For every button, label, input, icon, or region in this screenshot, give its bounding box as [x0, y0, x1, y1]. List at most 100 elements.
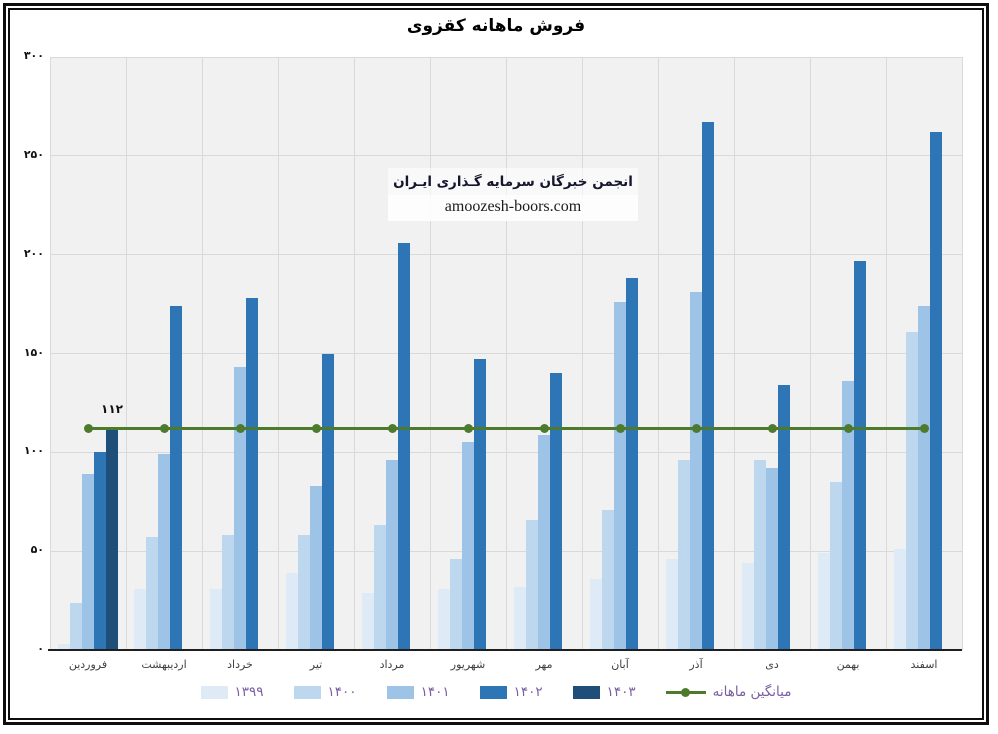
mean-line-marker	[691, 424, 701, 434]
bar-1401-month-3	[234, 367, 246, 650]
gridline-v	[733, 57, 735, 650]
bar-1400-month-7	[526, 519, 538, 650]
y-axis-tick-label: ۵۰	[30, 543, 44, 557]
bar-1400-month-10	[754, 460, 766, 650]
bar-1402-month-11	[854, 260, 866, 650]
x-axis-label-month-11: بهمن	[836, 658, 860, 671]
y-axis-tick-label: ۱۰۰	[23, 444, 44, 458]
gridline-v	[657, 57, 659, 650]
legend-swatch-1403	[572, 685, 600, 699]
mean-line-marker	[159, 424, 169, 434]
mean-line-marker	[311, 424, 321, 434]
legend-item-1401: ۱۴۰۱	[386, 684, 450, 700]
bar-1399-month-5	[362, 592, 374, 650]
chart-frame: فروش ماهانه کقزوی ۰ ۵۰ ۱۰۰ ۱۵۰ ۲۰۰ ۲۵۰ ۳۰۰ فرور…	[3, 3, 989, 725]
bar-1399-month-7	[514, 586, 526, 650]
bar-1399-month-12	[894, 549, 906, 650]
bar-1401-month-11	[842, 381, 854, 650]
x-axis-label-month-5: مرداد	[379, 658, 405, 671]
watermark-website: amoozesh-boors.com	[388, 195, 638, 221]
bar-1400-month-12	[906, 331, 918, 650]
x-axis-label-month-10: دی	[765, 658, 779, 671]
mean-line-marker	[387, 424, 397, 434]
bar-1402-month-5	[398, 242, 410, 650]
legend-mean-line-dot	[680, 687, 690, 697]
gridline-v	[353, 57, 355, 650]
legend-swatch-1399	[200, 685, 228, 699]
legend-item-1399: ۱۳۹۹	[200, 684, 264, 700]
x-axis-label-month-3: خرداد	[227, 658, 253, 671]
mean-line-marker	[83, 424, 93, 434]
x-axis-label-month-2: اردیبهشت	[141, 658, 187, 671]
gridline-v	[505, 57, 507, 650]
legend-item-1402: ۱۴۰۲	[479, 684, 543, 700]
bar-1402-month-9	[702, 122, 714, 650]
gridline-v	[201, 57, 203, 650]
legend-label-1401: ۱۴۰۱	[420, 684, 450, 700]
bar-1400-month-4	[298, 535, 310, 650]
bar-1402-month-2	[170, 306, 182, 650]
bar-1400-month-6	[450, 559, 462, 650]
bar-1402-month-3	[246, 298, 258, 650]
gridline-v	[581, 57, 583, 650]
bar-1402-month-7	[550, 373, 562, 650]
bar-1400-month-3	[222, 535, 234, 650]
bar-1401-month-8	[614, 302, 626, 650]
x-axis-label-month-8: آبان	[611, 658, 629, 671]
watermark: انجمن خبرگان سرمایه گـذاری ایـران amooze…	[388, 168, 638, 221]
x-axis-label-month-7: مهر	[535, 658, 553, 671]
gridline-v	[429, 57, 431, 650]
legend-swatch-1401	[386, 685, 414, 699]
gridline-v	[49, 57, 51, 650]
bar-1402-month-10	[778, 385, 790, 650]
bar-1401-month-2	[158, 454, 170, 650]
watermark-association-name: انجمن خبرگان سرمایه گـذاری ایـران	[388, 168, 638, 195]
bar-1401-month-7	[538, 434, 550, 650]
bar-1399-month-3	[210, 588, 222, 650]
bar-1402-month-8	[626, 278, 638, 650]
bar-1403-month-1	[106, 428, 118, 650]
bar-1401-month-9	[690, 292, 702, 650]
mean-value-label: ۱۱۲	[101, 401, 123, 416]
bar-1399-month-1	[58, 644, 70, 650]
bar-1402-month-12	[930, 132, 942, 650]
legend-swatch-1402	[479, 685, 507, 699]
legend-label-1400: ۱۴۰۰	[327, 684, 357, 700]
mean-line-marker	[919, 424, 929, 434]
legend-label-1402: ۱۴۰۲	[513, 684, 543, 700]
x-axis-label-month-12: اسفند	[910, 658, 938, 671]
legend-label-mean: میانگین ماهانه	[712, 684, 792, 700]
bar-1400-month-9	[678, 460, 690, 650]
chart-canvas: فروش ماهانه کقزوی ۰ ۵۰ ۱۰۰ ۱۵۰ ۲۰۰ ۲۵۰ ۳۰۰ فرور…	[8, 8, 984, 720]
gridline-v	[885, 57, 887, 650]
mean-line-marker	[767, 424, 777, 434]
gridline-v	[125, 57, 127, 650]
bar-1400-month-5	[374, 525, 386, 650]
bar-1399-month-4	[286, 572, 298, 650]
bar-1402-month-1	[94, 452, 106, 650]
x-axis-label-month-4: تیر	[309, 658, 323, 671]
y-axis-tick-label: ۲۰۰	[23, 246, 44, 260]
bar-1401-month-4	[310, 485, 322, 650]
bar-1400-month-2	[146, 537, 158, 650]
x-axis-label-month-9: آذر	[689, 658, 703, 671]
legend-item-1400: ۱۴۰۰	[293, 684, 357, 700]
bar-1401-month-1	[82, 474, 94, 650]
bar-1401-month-10	[766, 468, 778, 650]
legend-item-mean: میانگین ماهانه	[665, 684, 792, 700]
y-axis-tick-label: ۳۰۰	[23, 49, 44, 62]
y-axis-tick-label: ۲۵۰	[23, 147, 44, 161]
bar-1400-month-11	[830, 481, 842, 650]
gridline-v	[277, 57, 279, 650]
bar-1401-month-12	[918, 306, 930, 650]
bar-1399-month-11	[818, 553, 830, 650]
bar-1399-month-8	[590, 578, 602, 650]
bar-1402-month-6	[474, 359, 486, 650]
bar-1401-month-6	[462, 442, 474, 650]
bar-1399-month-9	[666, 559, 678, 650]
mean-line-marker	[843, 424, 853, 434]
x-axis-label-month-1: فروردین	[68, 658, 108, 671]
bar-1399-month-2	[134, 588, 146, 650]
gridline-v	[961, 57, 963, 650]
bar-1402-month-4	[322, 353, 334, 650]
